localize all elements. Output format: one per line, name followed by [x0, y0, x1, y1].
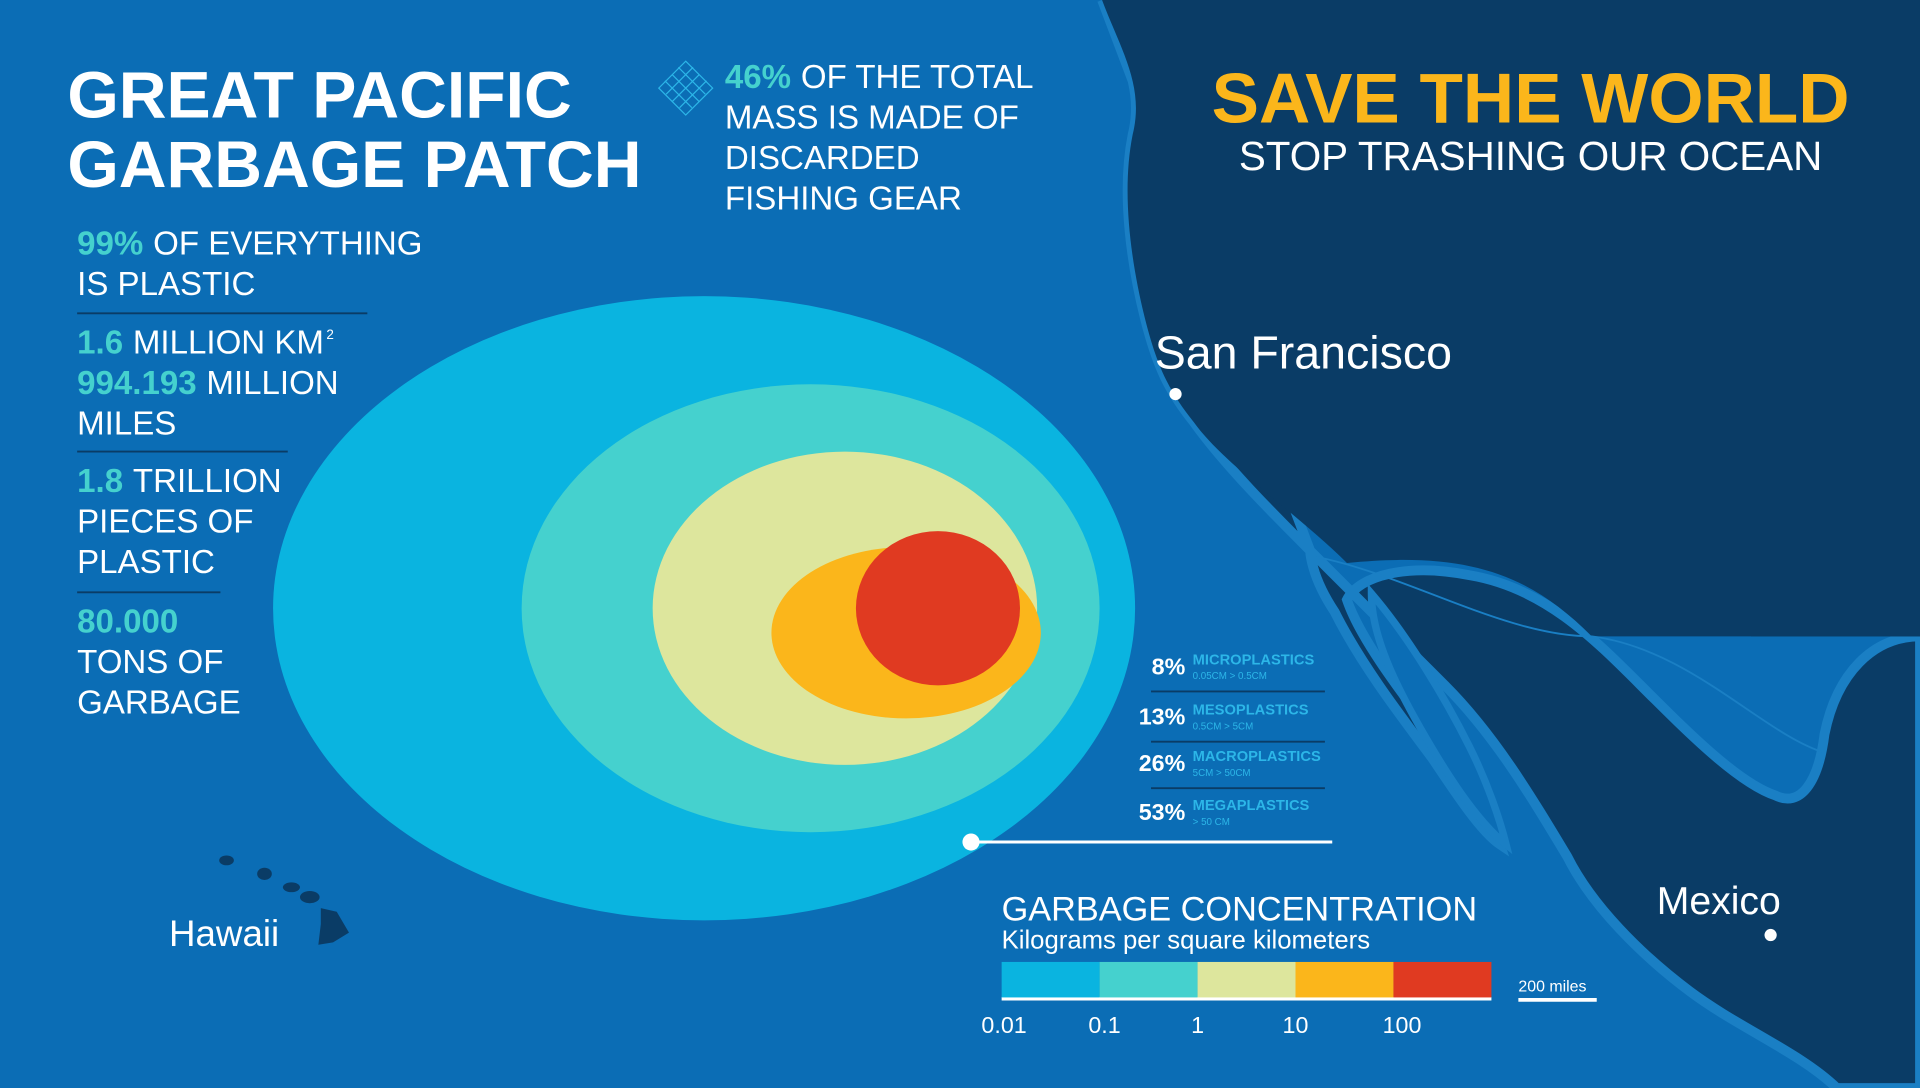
fact-line: 80.000 [77, 604, 178, 641]
legend-tick-label: 100 [1383, 1012, 1422, 1038]
fact-highlight: 80.000 [77, 604, 178, 641]
fact-highlight: 994.193 [77, 365, 197, 402]
fact-text: MASS IS MADE OF [725, 100, 1019, 137]
city-dot [1169, 387, 1182, 401]
fact-text: IS PLASTIC [77, 266, 255, 303]
border [1316, 555, 1825, 754]
garbage-patch [273, 296, 1136, 921]
legend-tick-label: 0.01 [981, 1012, 1026, 1038]
fact-text: GARBAGE [77, 685, 240, 722]
fact-line: DISCARDED [725, 140, 920, 177]
composition-percent: 8% [1152, 653, 1186, 679]
legend-swatch [1099, 961, 1198, 998]
fact-superscript: 2 [326, 327, 333, 342]
place-label: Mexico [1657, 880, 1781, 923]
composition-percent: 26% [1139, 750, 1186, 776]
patch-zone [855, 531, 1020, 686]
fact-highlight: 1.6 [77, 325, 123, 362]
fact-line: PLASTIC [77, 544, 215, 581]
composition-size: > 50 CM [1193, 817, 1230, 828]
pointer-dot [962, 833, 980, 851]
composition-name: MESOPLASTICS [1193, 703, 1309, 719]
place-label: Hawaii [169, 913, 279, 954]
hawaii-islands [219, 855, 349, 945]
composition-name: MACROPLASTICS [1193, 749, 1321, 765]
fact-highlight: 1.8 [77, 463, 123, 500]
legend-title: GARBAGE CONCENTRATION [1002, 890, 1477, 928]
headline-subtitle: STOP TRASHING OUR OCEAN [1239, 133, 1822, 179]
headline: SAVE THE WORLD [1212, 59, 1850, 138]
fact-line: TONS OF [77, 644, 223, 681]
gulf [1367, 583, 1513, 855]
legend-subtitle: Kilograms per square kilometers [1002, 926, 1370, 954]
title: GARBAGE PATCH [67, 128, 641, 202]
fact-text: DISCARDED [725, 140, 920, 177]
fact-text: TONS OF [77, 644, 223, 681]
legend-swatch [1295, 961, 1394, 998]
composition-name: MEGAPLASTICS [1193, 798, 1310, 814]
composition-size: 0.05CM > 0.5CM [1193, 671, 1267, 682]
legend-tick-label: 1 [1191, 1012, 1204, 1038]
fact-text: TRILLION [133, 463, 282, 500]
fact-line: FISHING GEAR [725, 180, 962, 217]
fact-line: 46% OF THE TOTAL [725, 59, 1034, 96]
fact-line: 994.193 MILLION [77, 365, 339, 402]
fact-text: OF EVERYTHING [153, 226, 422, 263]
land-north [1102, 0, 1920, 637]
title: GREAT PACIFIC [67, 59, 571, 133]
net-icon [657, 60, 714, 116]
composition-size: 0.5CM > 5CM [1193, 721, 1254, 732]
fact-text: PLASTIC [77, 544, 215, 581]
legend-swatch [1393, 961, 1492, 998]
fact-line: PIECES OF [77, 503, 253, 540]
fact-line: MILES [77, 405, 176, 442]
composition-percent: 53% [1139, 799, 1186, 825]
legend-swatch [1001, 961, 1100, 998]
fact-text: PIECES OF [77, 503, 253, 540]
legend-tick-label: 10 [1283, 1012, 1309, 1038]
fact-text: MILLION [206, 365, 338, 402]
fact-text: OF THE TOTAL [801, 59, 1034, 96]
fact-line: 99% OF EVERYTHING [77, 226, 422, 263]
fact-line: 1.8 TRILLION [77, 463, 282, 500]
place-label: San Francisco [1155, 326, 1452, 378]
legend-swatch [1197, 961, 1296, 998]
fact-line: MASS IS MADE OF [725, 100, 1019, 137]
fact-text: MILES [77, 405, 176, 442]
fact-highlight: 46% [725, 59, 791, 96]
legend-tick-label: 0.1 [1088, 1012, 1120, 1038]
composition-name: MICROPLASTICS [1193, 653, 1315, 669]
fact-text: FISHING GEAR [725, 180, 962, 217]
fact-line: IS PLASTIC [77, 266, 255, 303]
composition-percent: 13% [1139, 704, 1186, 730]
fact-highlight: 99% [77, 226, 143, 263]
scale-label: 200 miles [1518, 978, 1586, 995]
fact-line: 1.6 MILLION KM 2 [77, 325, 334, 362]
composition-size: 5CM > 50CM [1193, 768, 1251, 779]
city-dot [1764, 928, 1777, 942]
fact-line: GARBAGE [77, 685, 240, 722]
fact-text: MILLION KM [133, 325, 324, 362]
